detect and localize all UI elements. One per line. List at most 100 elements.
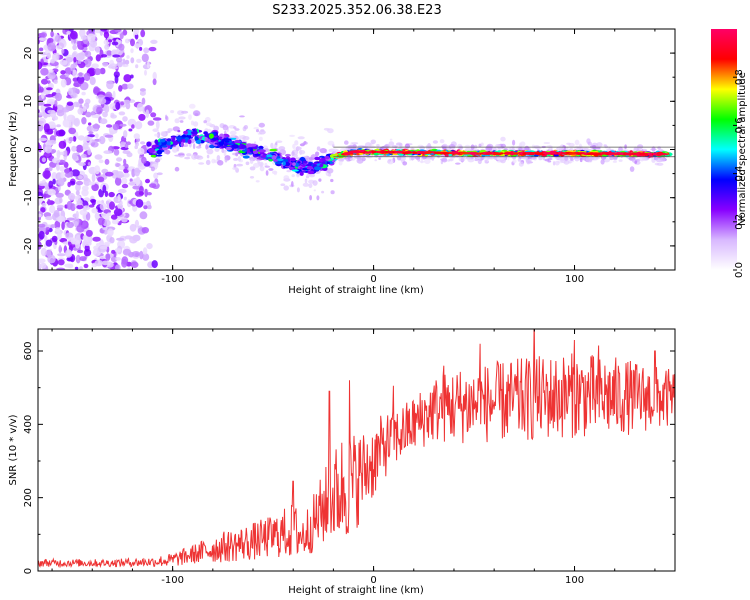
spectrogram-cell	[116, 60, 123, 68]
spectrogram-cell	[54, 220, 61, 230]
spectrogram-cell	[243, 125, 248, 130]
spectrogram-cell	[150, 154, 157, 158]
spectrogram-cell	[217, 160, 224, 166]
spectrogram-cell	[312, 180, 318, 186]
spectrogram-cell	[155, 145, 160, 147]
spectrogram-cell	[76, 40, 82, 45]
spectrogram-cell	[138, 185, 144, 194]
spectrogram-cell	[75, 190, 80, 196]
spectrogram-cell	[297, 161, 301, 164]
spectrogram-cell	[41, 91, 45, 100]
spectrogram-cell	[71, 145, 77, 152]
spectrogram-cell	[106, 124, 113, 128]
spectrogram-cell	[205, 159, 211, 166]
spectrogram-cell	[123, 74, 132, 83]
spectrogram-cell	[117, 194, 121, 202]
spectrogram-cell	[292, 143, 296, 149]
spectrogram-cell	[47, 42, 56, 52]
spectrogram-cell	[145, 178, 150, 184]
spectrogram-cell	[46, 250, 52, 257]
spectrogram-cell	[107, 228, 114, 237]
spectrogram-cell	[520, 141, 526, 147]
spectrogram-cell	[66, 221, 75, 229]
spectrogram-cell	[81, 153, 87, 159]
colorbar-tick-label: 0.6	[734, 117, 745, 133]
spectrogram-cell	[518, 161, 524, 167]
spectrogram-cell	[253, 127, 259, 130]
spectrogram-cell	[188, 114, 192, 120]
spectrogram-cell	[289, 134, 296, 137]
spectrogram-cell	[111, 219, 119, 225]
spectrogram-cell	[374, 159, 378, 162]
spectrogram-cell	[152, 71, 157, 81]
spectrogram-cell	[78, 175, 83, 180]
spectrogram-cell	[283, 175, 290, 181]
spectrogram-cell	[258, 122, 265, 128]
spectrogram-cell	[93, 86, 100, 94]
spectrogram-cell	[133, 29, 140, 36]
spectrogram-cell	[51, 235, 58, 243]
spectrogram-cell	[148, 46, 157, 52]
spectrogram-cell	[121, 83, 129, 90]
spectrogram-cell	[115, 57, 123, 63]
spectrogram-cell	[133, 133, 140, 140]
spectrogram-cell	[278, 146, 286, 151]
spectrogram-cell	[108, 191, 115, 198]
spectrogram-cell	[59, 166, 65, 172]
spectrogram-cell	[112, 54, 120, 58]
spectrogram-cell	[235, 152, 239, 157]
spectrogram-x-tick-label: -100	[161, 274, 184, 285]
spectrogram-cell	[121, 183, 129, 189]
spectrogram-cell	[58, 245, 62, 254]
spectrogram-cell	[47, 37, 54, 44]
spectrogram-cell	[113, 208, 123, 216]
spectrogram-cell	[65, 56, 74, 63]
spectrogram-cell	[126, 55, 130, 59]
spectrogram-cell	[70, 30, 78, 40]
spectrogram-cell	[105, 171, 114, 177]
spectrogram-cell	[156, 131, 161, 139]
spectrogram-cell	[236, 163, 244, 167]
spectrogram-cell	[213, 125, 220, 132]
snr-ticks: -100 0 100 0 200 400 600	[23, 329, 675, 586]
spectrogram-cell	[370, 139, 376, 145]
spectrogram-cell	[48, 180, 54, 189]
spectrogram-cell	[110, 66, 119, 70]
spectrogram-cell	[138, 191, 144, 196]
spectrogram-cell	[40, 262, 47, 269]
spectrogram-cell	[59, 197, 63, 204]
spectrogram-cell	[249, 176, 255, 179]
spectrogram-cell	[404, 143, 410, 149]
spectrogram-cell	[351, 150, 361, 153]
spectrogram-cell	[152, 117, 162, 121]
spectrogram-cell	[96, 106, 103, 115]
snr-y-tick-label: 200	[23, 488, 34, 507]
spectrogram-cell	[344, 140, 349, 145]
spectrogram-cell	[399, 143, 402, 147]
spectrogram-cell	[394, 150, 404, 153]
spectrogram-cell	[76, 199, 83, 206]
spectrogram-cell	[87, 134, 95, 138]
spectrogram-cell	[424, 158, 431, 165]
spectrogram-cell	[110, 256, 118, 263]
colorbar-scale	[711, 29, 737, 270]
spectrogram-cell	[469, 152, 477, 155]
spectrogram-cell	[574, 139, 580, 146]
spectrogram-cell	[634, 160, 638, 165]
spectrogram-cell	[65, 249, 73, 258]
spectrogram-cell	[557, 145, 565, 151]
spectrogram-cell	[128, 128, 133, 132]
spectrogram-cell	[282, 161, 286, 166]
spectrogram-cell	[40, 207, 46, 213]
spectrogram-cell	[229, 130, 237, 136]
spectrogram-cell	[76, 224, 85, 233]
snr-y-tick-label: 0	[23, 568, 34, 574]
spectrogram-cell	[143, 47, 150, 54]
spectrogram-cell	[245, 161, 250, 166]
spectrogram-cell	[104, 44, 110, 50]
spectrogram-cell	[208, 133, 214, 139]
spectrogram-cell	[146, 141, 151, 147]
spectrogram-cell	[112, 123, 119, 131]
